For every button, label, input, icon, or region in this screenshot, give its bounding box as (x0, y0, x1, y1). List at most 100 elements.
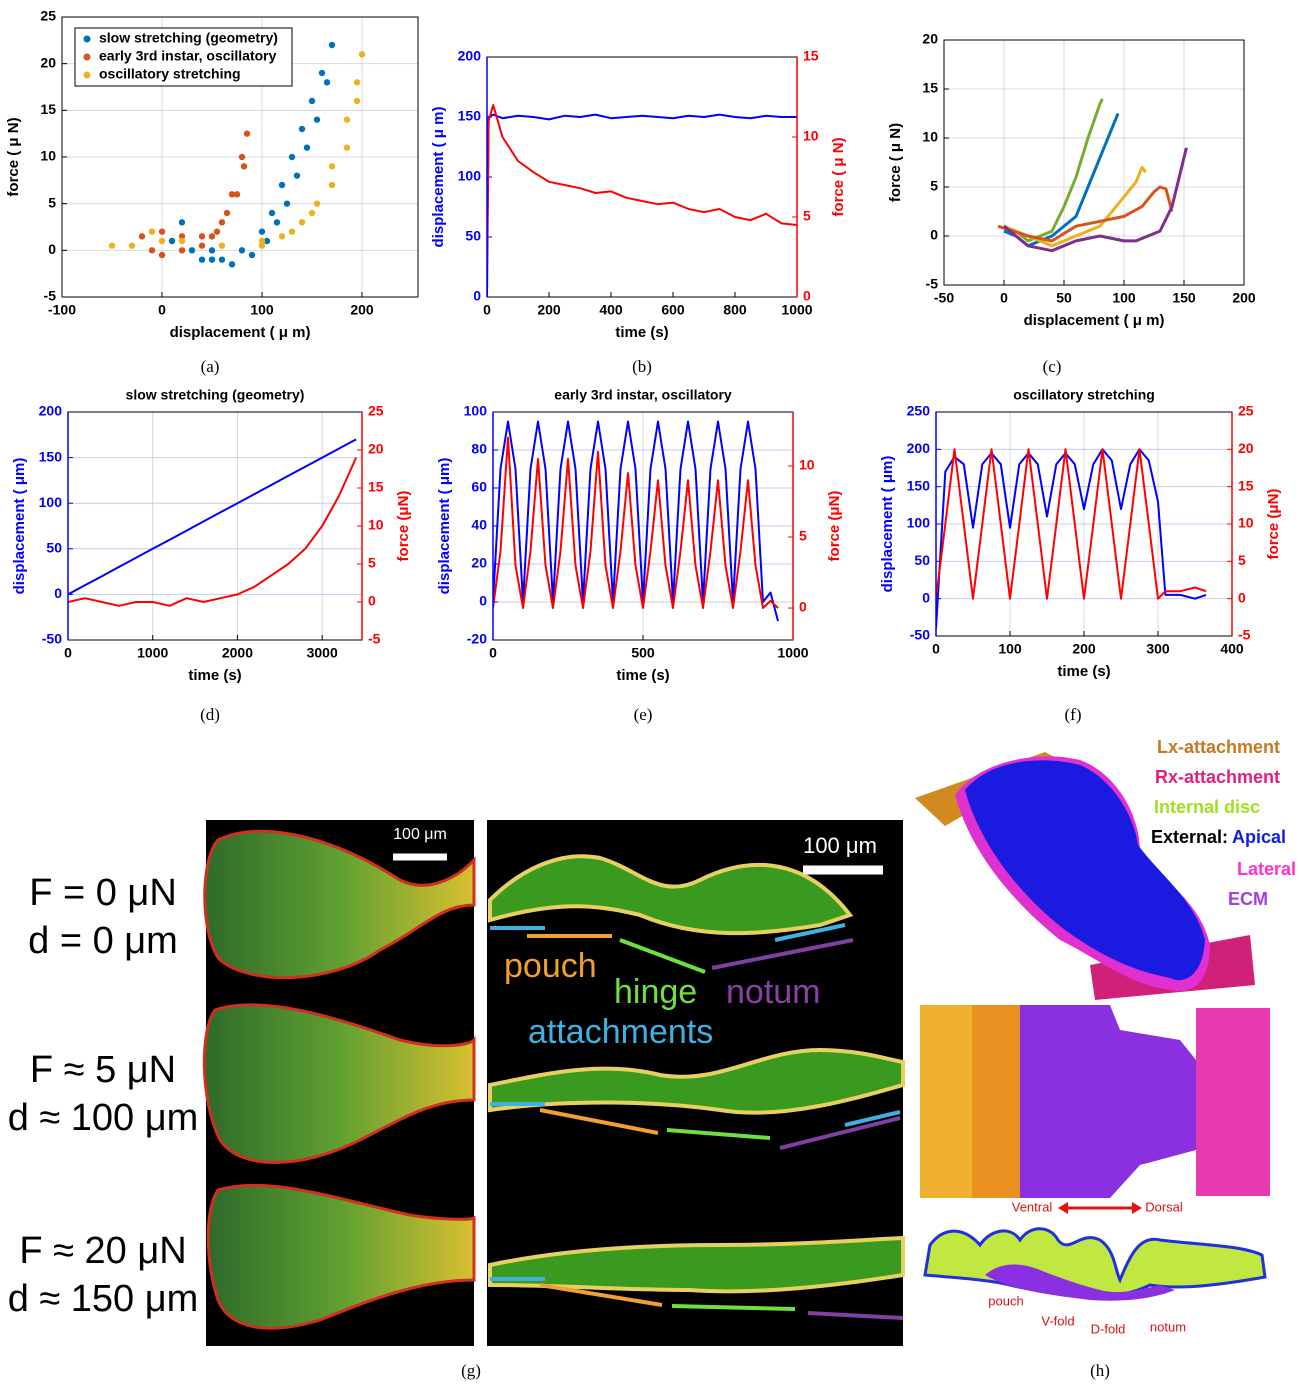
y2-tick-label: 5 (799, 528, 807, 544)
y-tick-label: 250 (907, 403, 931, 419)
y-axis-label: displacement ( μm) (11, 458, 28, 595)
data-point (228, 191, 236, 198)
chart: 0 1000 2000 3000-50050100150200-50510152025… (11, 387, 412, 684)
hinge-line (671, 1304, 796, 1311)
y-tick-label: 5 (930, 178, 938, 194)
legend-swatch (83, 53, 91, 61)
data-point (208, 256, 216, 263)
panel-caption: (f) (1065, 705, 1082, 724)
chart: -100 0 100 200 -5 0 5 10 15 20 25 displacement ( μ … (5, 8, 419, 341)
panel-caption: (a) (201, 357, 220, 376)
y-tick-label: 80 (471, 441, 487, 457)
data-point (293, 172, 301, 179)
y-tick-label: 10 (922, 129, 938, 145)
y-axis-label: displacement ( μm) (436, 458, 453, 595)
y-tick-label: 0 (54, 585, 62, 601)
data-point (258, 242, 266, 249)
x-tick-label: 0 (158, 302, 166, 318)
legend-swatch (83, 71, 91, 79)
data-point (240, 163, 248, 170)
data-point (148, 228, 156, 235)
x-tick-label: 100 (250, 302, 274, 318)
y2-tick-label: 15 (368, 479, 384, 495)
x-tick-label: 500 (631, 645, 655, 661)
condition-force: F ≈ 20 μN (19, 1230, 186, 1272)
y2-tick-label: 5 (803, 208, 811, 224)
panel-caption: (g) (461, 1361, 481, 1380)
data-point (258, 228, 266, 235)
data-point (313, 116, 321, 123)
y-tick-label: 50 (914, 552, 930, 568)
fold-label: V-fold (1041, 1313, 1074, 1328)
chart-title: slow stretching (geometry) (126, 387, 305, 403)
y2-axis-label: force (μN) (1265, 489, 1282, 560)
data-point (108, 242, 116, 249)
legend-label: Internal disc (1154, 797, 1260, 817)
series-line (1003, 147, 1188, 253)
data-point (213, 228, 221, 235)
y2-tick-label: 25 (368, 403, 384, 419)
region-label: pouch (504, 947, 597, 985)
ecm-layer (985, 1264, 1175, 1301)
data-point (353, 79, 361, 86)
data-point (328, 163, 336, 170)
series-group (493, 420, 779, 622)
scale-bar-label: 100 μm (803, 833, 877, 858)
chart-title: early 3rd instar, oscillatory (554, 387, 732, 403)
x-tick-label: 0 (489, 645, 497, 661)
cross-section (923, 1227, 1267, 1298)
data-point (158, 251, 166, 259)
panel-caption: (c) (1043, 357, 1062, 376)
hinge-line (666, 1128, 771, 1140)
data-point (323, 79, 331, 86)
x-tick-label: 600 (661, 302, 685, 318)
data-point (288, 153, 296, 161)
x-tick-label: 0 (932, 641, 940, 657)
lx-attachment (972, 1005, 1020, 1198)
data-point (148, 247, 156, 254)
panel-g: 100 μm 100 μm pouch hinge notum attachme… (8, 820, 905, 1346)
y-tick-label: -20 (467, 631, 487, 647)
notum-line (779, 1116, 901, 1150)
data-point (298, 219, 306, 226)
y-tick-label: -5 (926, 276, 939, 292)
data-point (308, 97, 316, 105)
y-tick-label: 0 (930, 227, 938, 243)
y2-tick-label: 15 (1238, 477, 1254, 493)
y-tick-label: -50 (910, 627, 930, 643)
data-point (188, 247, 196, 254)
notum-line (711, 938, 854, 970)
x-tick-label: 1000 (137, 645, 168, 661)
y-axis-label: force ( μ N) (5, 117, 22, 196)
data-point (128, 242, 136, 249)
data-point (358, 51, 366, 58)
y-tick-label: 5 (48, 194, 56, 210)
series-line (997, 185, 1174, 243)
disc-image (202, 1003, 476, 1164)
data-point (303, 144, 311, 151)
y-axis-label: displacement ( μm) (879, 456, 896, 593)
y-tick-label: 0 (922, 589, 930, 605)
x-axis-label: time (s) (616, 667, 669, 684)
x-tick-label: 0 (483, 302, 491, 318)
data-point (353, 97, 361, 105)
series-line (493, 420, 779, 622)
data-point (158, 228, 166, 235)
data-point (198, 233, 206, 240)
data-point (158, 237, 166, 245)
x-tick-label: 800 (723, 302, 747, 318)
pouch-line (539, 1283, 663, 1307)
x-axis-label: time (s) (188, 667, 241, 684)
x-tick-label: 400 (599, 302, 623, 318)
disc-image (206, 1183, 476, 1330)
data-point (263, 237, 271, 245)
x-axis-label: displacement ( μ m) (1024, 312, 1165, 329)
data-point (218, 242, 226, 249)
data-point (328, 181, 336, 189)
x-tick-label: 100 (998, 641, 1022, 657)
data-point (268, 209, 276, 217)
condition-displacement: d ≈ 100 μm (8, 1097, 199, 1139)
legend-swatch (83, 35, 91, 43)
y-tick-label: 150 (458, 108, 482, 124)
